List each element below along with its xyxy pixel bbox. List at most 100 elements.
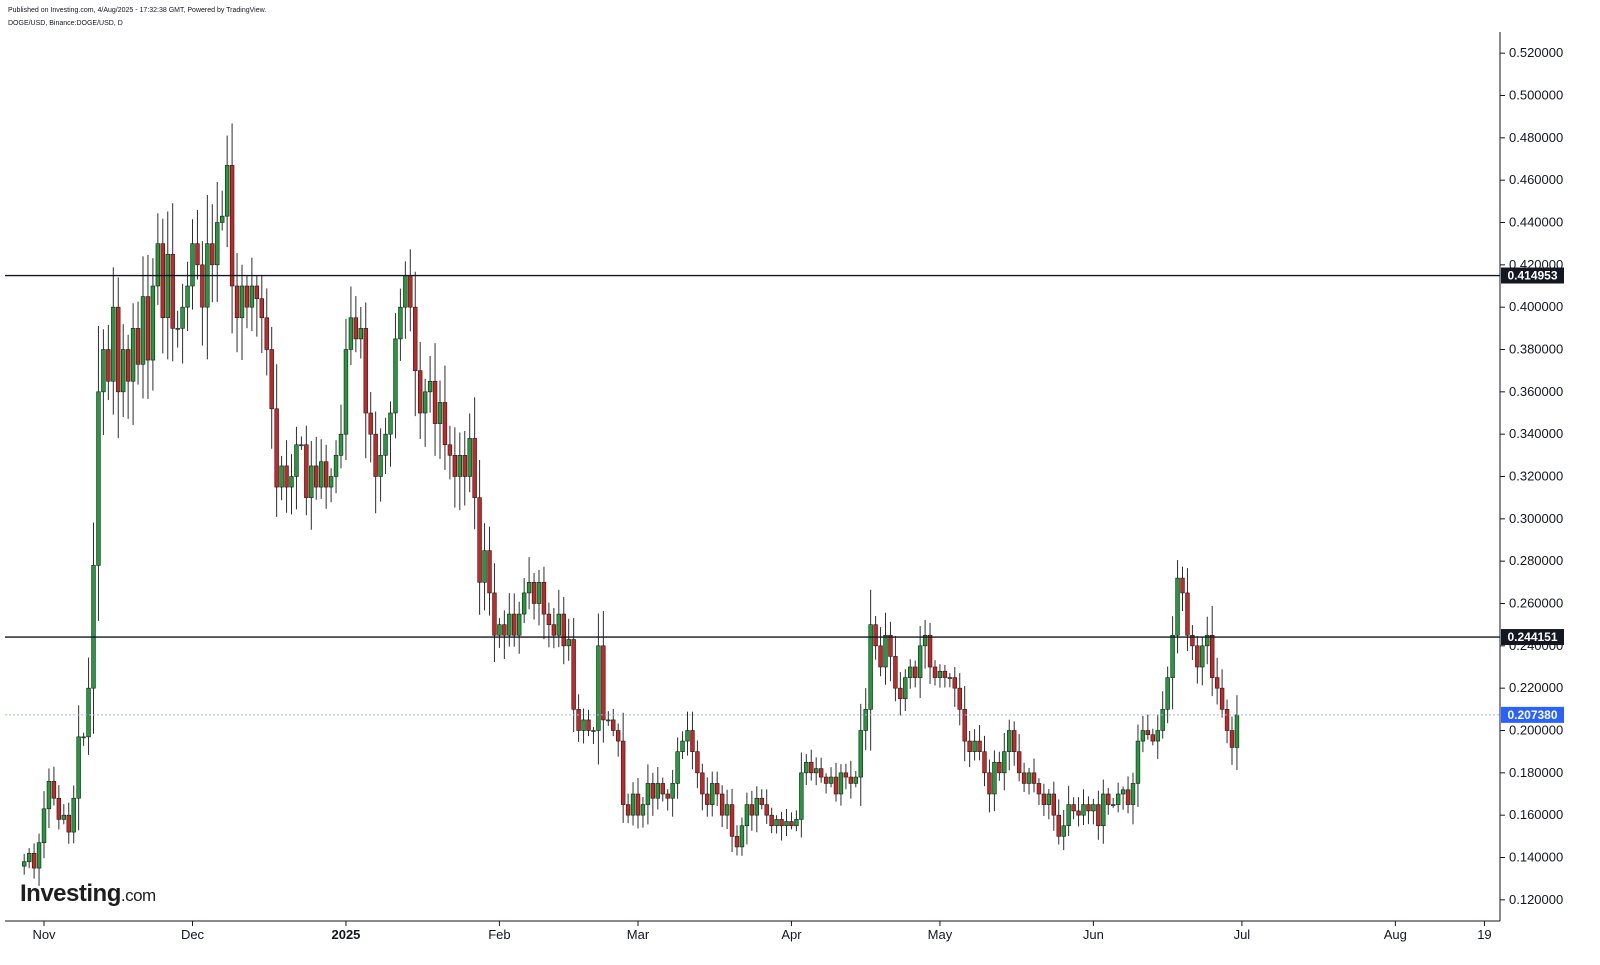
candle-body-down [977, 740, 982, 752]
candle [908, 659, 913, 689]
candle-body-up [482, 550, 487, 583]
candle-body-up [96, 391, 101, 566]
candle [556, 589, 562, 648]
candle-body-up [521, 592, 527, 615]
time-tick-label: Aug [1384, 927, 1407, 942]
candle [378, 428, 383, 502]
candle-body-up [804, 761, 809, 774]
candle [200, 241, 205, 346]
candle-body-down [1106, 793, 1111, 805]
candle-body-up [868, 624, 873, 710]
candle-body-up [215, 222, 220, 266]
candle [635, 777, 641, 829]
candle-body-up [556, 613, 562, 636]
candle-body-up [101, 349, 106, 393]
candle [1011, 721, 1017, 766]
candle [997, 751, 1002, 781]
candle [660, 777, 665, 802]
candle-body-down [546, 613, 552, 625]
candle-body-down [1011, 730, 1017, 752]
candle-body-up [754, 797, 760, 816]
level-price-badge [1501, 267, 1564, 284]
candle [1007, 719, 1012, 771]
candle-body-down [660, 783, 665, 795]
candle [447, 425, 453, 480]
candle [145, 254, 151, 399]
candle-body-down [997, 761, 1002, 774]
candle [417, 341, 423, 439]
candle-body-down [1219, 687, 1225, 710]
candle-body-up [1160, 709, 1165, 731]
published-note: Published on Investing.com, 4/Aug/2025 -… [8, 7, 267, 14]
candle-body-down [323, 461, 329, 488]
candle [195, 209, 200, 280]
candle-body-down [833, 776, 839, 795]
candle [398, 288, 403, 361]
level-price-label: 0.414953 [1507, 269, 1557, 283]
candle-body-down [1145, 730, 1151, 736]
candle-body-up [348, 317, 354, 350]
candle-body-down [487, 550, 492, 594]
candle [373, 411, 378, 514]
candle [314, 436, 319, 500]
candle [734, 825, 740, 856]
candle-body-down [125, 349, 131, 382]
candle-body-down [145, 296, 151, 361]
candle [729, 788, 735, 853]
candle [615, 723, 621, 757]
price-badges: 0.414953 0.244151 0.207380 [1501, 267, 1564, 723]
candle-body-up [91, 565, 96, 689]
candle [695, 740, 700, 789]
candle [937, 664, 943, 688]
candle-body-up [739, 825, 745, 848]
candle [601, 611, 606, 743]
candle-body-up [863, 709, 868, 731]
price-axis[interactable]: 0.120000 0.140000 0.160000 0.180000 0.200000… [1499, 32, 1563, 921]
candle-body-down [1086, 804, 1091, 812]
candle [769, 807, 774, 834]
time-axis[interactable]: Nov Dec 2025 Feb Mar Apr May Jun Jul Aug 19 [5, 920, 1500, 942]
candle-body-down [615, 730, 621, 742]
candle [106, 324, 111, 401]
candle-body-up [279, 465, 284, 488]
candle-body-down [695, 751, 700, 774]
candle-body-up [71, 797, 76, 833]
candle-body-down [848, 776, 854, 784]
candle [1185, 568, 1190, 652]
candle [823, 773, 829, 794]
candle-body-up [497, 624, 502, 636]
price-tick-label: 0.140000 [1509, 850, 1563, 865]
candle [878, 627, 883, 677]
candle-body-up [675, 751, 680, 784]
candle [1175, 560, 1180, 654]
candle [1111, 797, 1116, 808]
candle [408, 249, 413, 332]
candle [903, 669, 908, 711]
price-tick-label: 0.220000 [1509, 680, 1563, 695]
candle [427, 356, 433, 413]
candle [863, 688, 868, 751]
candle-body-down [987, 772, 992, 795]
candle-body-down [1056, 814, 1061, 837]
candle [690, 711, 695, 770]
candle [804, 753, 809, 785]
candle-body-up [299, 444, 304, 447]
candle [650, 772, 656, 816]
candle [536, 569, 542, 626]
candle-body-down [492, 592, 497, 636]
candle-body-down [1036, 783, 1042, 795]
candle [1224, 699, 1230, 744]
candle [957, 673, 962, 726]
candle [1076, 797, 1081, 827]
candle [1234, 695, 1240, 771]
candle [1120, 786, 1126, 810]
candle-body-down [462, 455, 467, 477]
candle [1071, 797, 1076, 820]
candle [789, 812, 794, 830]
candle-body-down [195, 243, 200, 266]
candle [1031, 758, 1037, 793]
candle [1091, 798, 1096, 825]
candle [947, 673, 953, 688]
candle-body-up [591, 730, 596, 732]
